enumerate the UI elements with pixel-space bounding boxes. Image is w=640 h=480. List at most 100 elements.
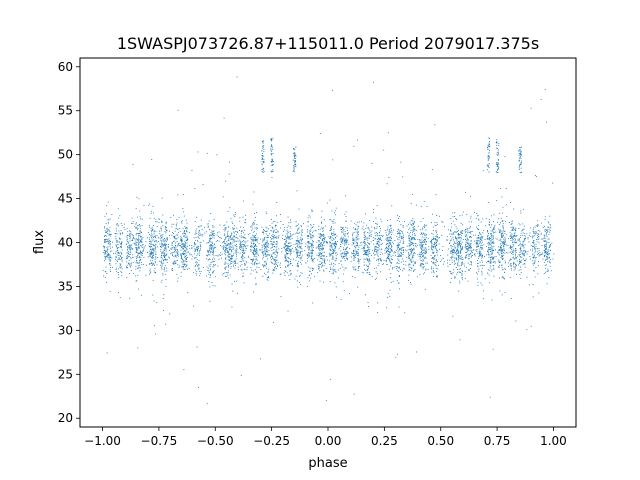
data-point — [142, 244, 143, 246]
data-point — [150, 251, 152, 253]
data-point — [422, 244, 424, 246]
data-point — [397, 253, 399, 255]
data-point — [253, 243, 255, 245]
data-point — [284, 247, 286, 249]
data-point — [374, 238, 376, 240]
data-point — [137, 252, 139, 254]
data-point — [485, 218, 487, 219]
data-point — [511, 233, 513, 235]
data-point — [254, 269, 256, 271]
data-point — [121, 272, 123, 273]
data-point — [252, 223, 253, 225]
data-point — [510, 224, 512, 225]
data-point — [233, 264, 235, 266]
data-point — [160, 230, 162, 232]
data-point — [165, 323, 167, 325]
data-point — [271, 235, 273, 237]
data-point — [135, 240, 137, 242]
data-point — [419, 256, 421, 257]
data-point — [317, 259, 319, 261]
data-point — [547, 226, 549, 228]
data-point — [208, 240, 210, 242]
data-point — [141, 245, 143, 247]
data-point — [286, 261, 288, 263]
data-point — [345, 238, 347, 240]
data-point — [177, 280, 179, 282]
data-point — [234, 262, 236, 264]
data-point — [401, 255, 402, 257]
data-point — [308, 248, 310, 250]
data-point — [505, 244, 507, 246]
data-point — [544, 246, 546, 247]
data-point — [166, 237, 168, 239]
data-point — [367, 239, 369, 241]
data-point — [154, 230, 155, 232]
data-point — [493, 268, 495, 270]
data-point — [208, 272, 210, 273]
data-point — [333, 244, 335, 246]
data-point — [207, 223, 209, 225]
data-point — [196, 274, 198, 276]
data-point — [230, 239, 232, 240]
data-point — [140, 240, 142, 242]
data-point — [212, 245, 214, 247]
data-point — [137, 263, 139, 264]
data-point — [367, 272, 369, 274]
data-point — [271, 230, 273, 232]
data-point — [289, 237, 291, 238]
data-point — [546, 271, 548, 272]
data-point — [370, 241, 372, 243]
data-point — [477, 239, 479, 241]
data-point — [149, 254, 151, 256]
data-point — [364, 244, 365, 246]
data-point — [227, 235, 229, 237]
data-point — [471, 264, 472, 266]
data-point — [309, 236, 311, 238]
data-point — [389, 277, 391, 278]
data-point — [197, 268, 199, 270]
data-point — [504, 233, 506, 234]
data-point — [477, 237, 478, 239]
data-point — [400, 248, 402, 249]
data-point — [139, 233, 140, 234]
data-point — [334, 269, 336, 271]
data-point — [487, 242, 489, 244]
data-point — [186, 222, 188, 224]
data-point — [388, 254, 390, 256]
data-point — [405, 249, 407, 251]
data-point — [322, 259, 324, 261]
data-point — [255, 228, 257, 230]
data-point — [149, 203, 151, 205]
data-point — [341, 238, 343, 240]
data-point — [431, 222, 432, 224]
data-point — [494, 228, 496, 230]
data-point — [389, 254, 391, 256]
data-point — [377, 252, 379, 254]
data-point — [105, 252, 107, 254]
data-point — [363, 222, 365, 224]
data-point — [457, 260, 459, 262]
data-point — [537, 251, 539, 253]
data-point — [546, 234, 547, 236]
data-point — [544, 218, 546, 220]
data-point — [438, 237, 440, 239]
data-point — [265, 226, 267, 228]
data-point — [482, 236, 484, 238]
data-point — [275, 251, 277, 253]
data-point — [422, 259, 424, 260]
data-point — [331, 232, 332, 234]
data-point — [321, 266, 322, 268]
data-point — [391, 249, 392, 251]
data-point — [342, 236, 344, 238]
data-point — [354, 249, 356, 251]
data-point — [114, 233, 116, 235]
data-point — [357, 237, 359, 239]
data-point — [180, 249, 182, 251]
data-point — [338, 263, 340, 265]
data-point — [318, 249, 320, 250]
data-point — [317, 266, 319, 267]
data-point — [399, 248, 401, 250]
data-point — [281, 248, 283, 249]
data-point — [510, 265, 512, 267]
data-point — [287, 310, 289, 312]
